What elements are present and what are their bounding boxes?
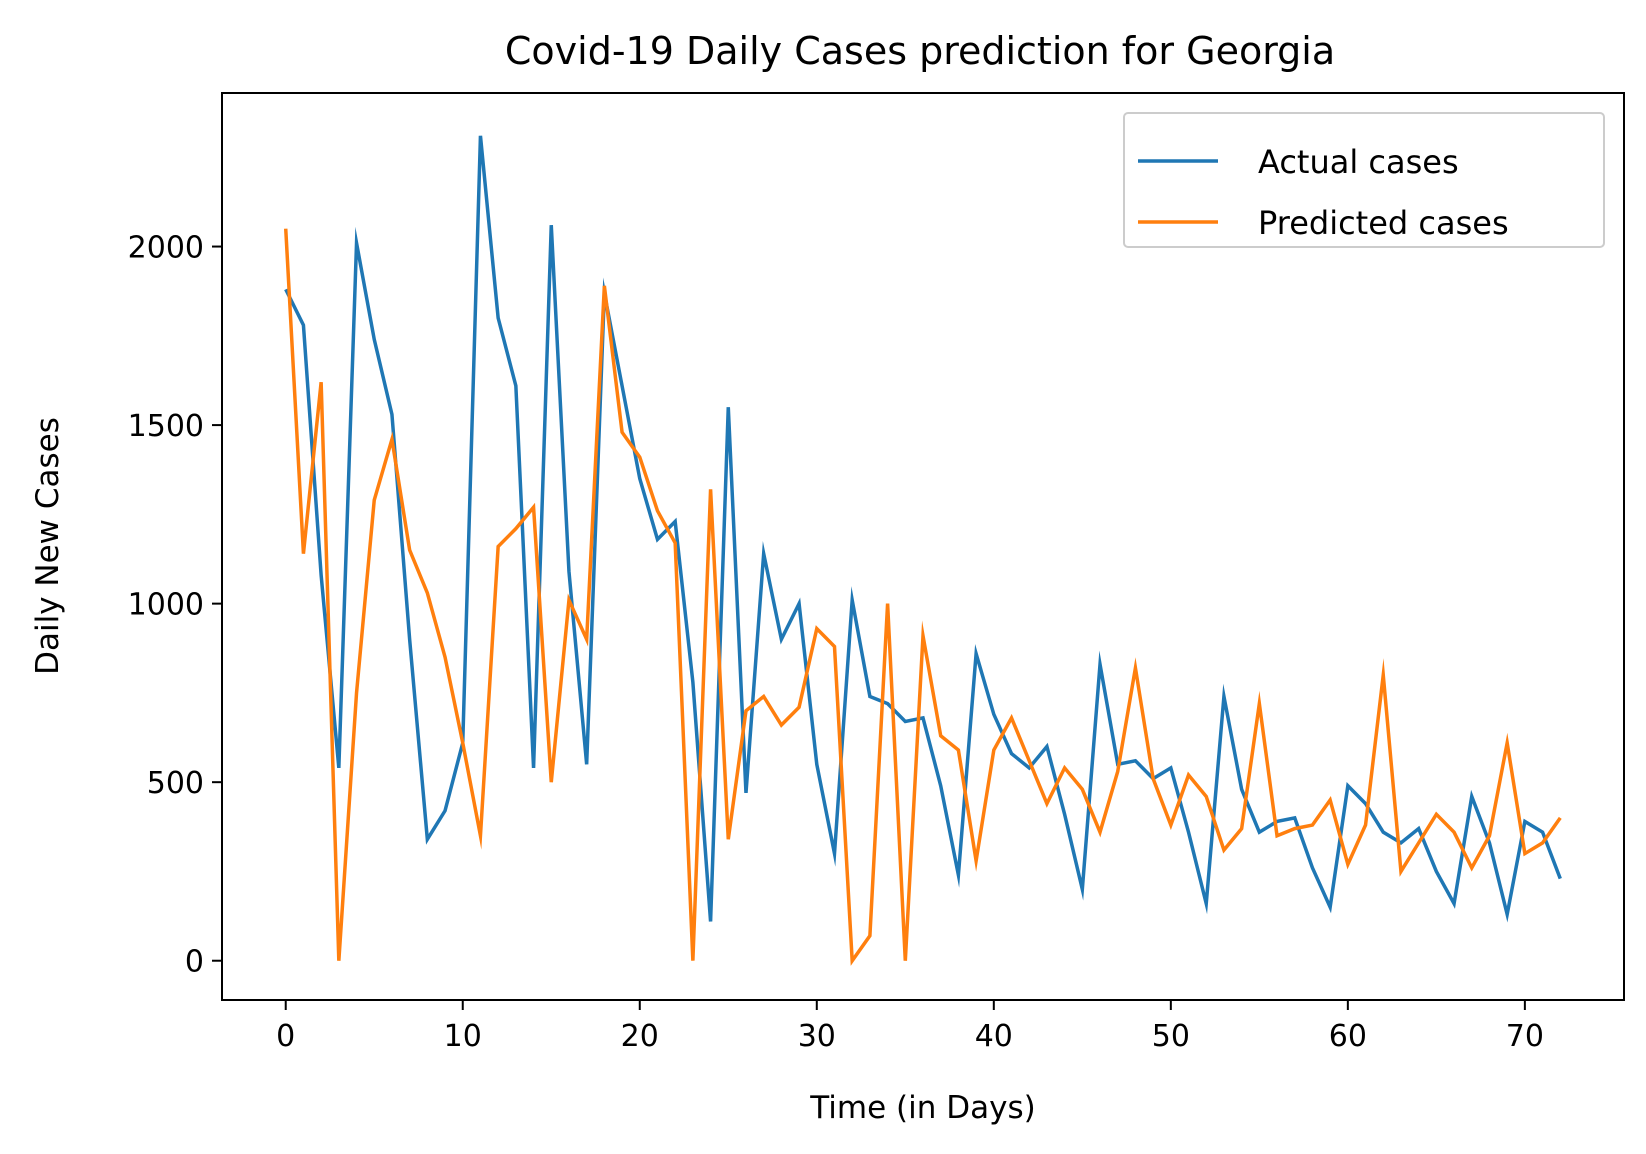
x-tick-label: 50	[1152, 1019, 1190, 1054]
legend-box	[1123, 112, 1605, 248]
y-tick-label: 500	[147, 766, 204, 801]
x-tick-label: 40	[975, 1019, 1013, 1054]
series-line-predicted-cases	[283, 228, 1562, 966]
chart-title: Covid-19 Daily Cases prediction for Geor…	[505, 29, 1335, 73]
legend-label-actual-cases: Actual cases	[1258, 143, 1459, 181]
x-tick-label: 30	[798, 1019, 836, 1054]
x-axis: 0 10 20 30 40 50 60 70	[276, 1000, 1544, 1054]
y-axis: 0 500 1000 1500 2000	[128, 231, 222, 980]
x-tick-label: 70	[1506, 1019, 1544, 1054]
legend: Actual cases Predicted cases	[1123, 112, 1605, 248]
y-tick-label: 1500	[128, 409, 204, 444]
y-tick-label: 0	[185, 945, 204, 980]
x-tick-label: 60	[1329, 1019, 1367, 1054]
x-tick-label: 0	[276, 1019, 295, 1054]
x-axis-title: Time (in Days)	[809, 1090, 1035, 1126]
axes-frame	[221, 92, 1625, 1001]
y-tick-label: 1000	[128, 588, 204, 623]
x-tick-label: 10	[444, 1019, 482, 1054]
series-layer	[283, 135, 1562, 966]
series-line-actual-cases	[284, 135, 1562, 923]
x-tick-label: 20	[621, 1019, 659, 1054]
legend-label-predicted-cases: Predicted cases	[1258, 204, 1509, 242]
y-axis-title: Daily New Cases	[30, 417, 66, 675]
y-tick-label: 2000	[128, 231, 204, 266]
